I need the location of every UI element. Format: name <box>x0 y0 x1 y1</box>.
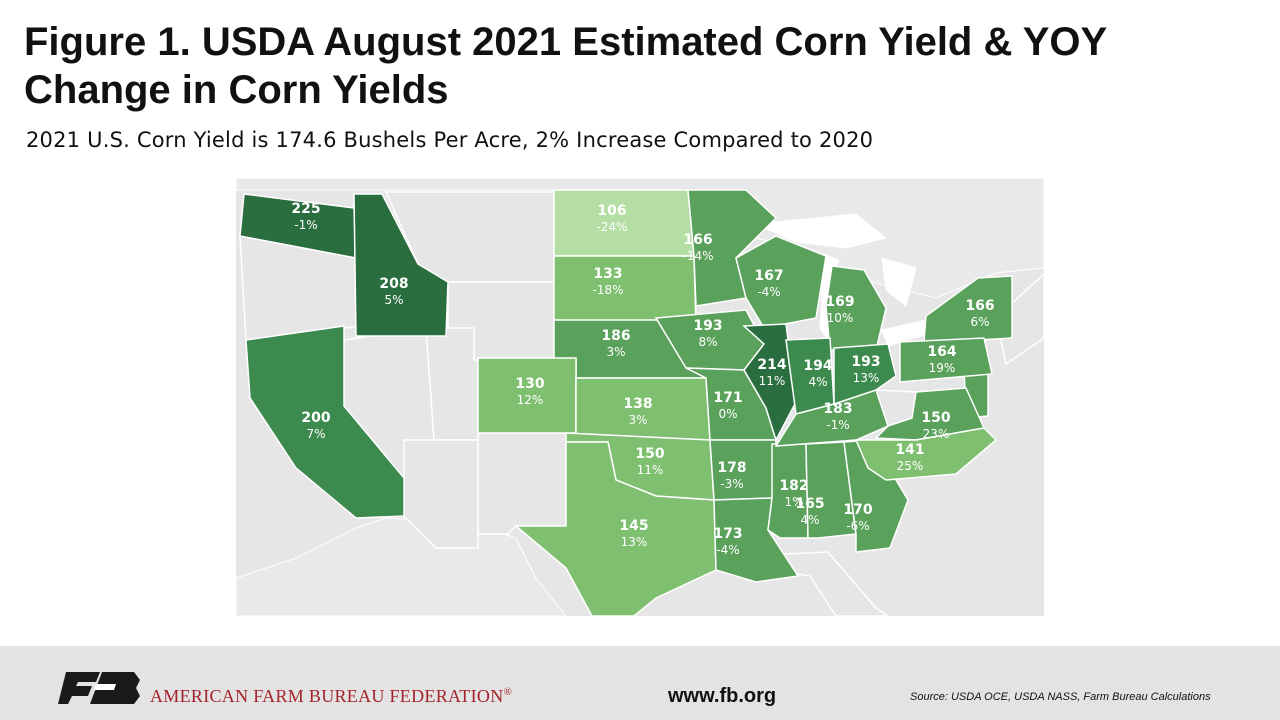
state-change-IN: 4% <box>808 375 827 389</box>
state-yield-ND: 106 <box>597 203 626 219</box>
state-yield-KS: 138 <box>623 396 652 412</box>
corn-yield-map: 225 -1% 208 5% 200 7% 106 -24% 133 -18% 186 3% 130 12… <box>236 178 1044 616</box>
state-ID <box>353 193 449 337</box>
state-change-VA: 23% <box>923 427 950 441</box>
state-yield-OH: 193 <box>851 354 880 370</box>
state-yield-TX: 145 <box>619 518 648 534</box>
state-yield-MO: 171 <box>713 390 742 406</box>
state-change-MS: 1% <box>784 495 803 509</box>
state-WI <box>735 235 827 329</box>
state-yield-LA: 173 <box>713 526 742 542</box>
state-yield-MN: 166 <box>683 232 712 248</box>
state-change-LA: -4% <box>716 543 739 557</box>
state-shapes <box>239 189 1013 616</box>
state-yield-WI: 167 <box>754 268 783 284</box>
state-yield-WA: 225 <box>291 201 320 217</box>
state-yield-SD: 133 <box>593 266 622 282</box>
state-yield-GA: 170 <box>843 502 872 518</box>
state-PA <box>899 337 993 383</box>
state-yield-KY: 183 <box>823 401 852 417</box>
website-link[interactable]: www.fb.org <box>668 685 777 707</box>
mexico-landmass <box>236 517 567 616</box>
state-yield-IA: 193 <box>693 318 722 334</box>
state-change-MO: 0% <box>718 407 737 421</box>
state-yield-IN: 194 <box>803 358 832 374</box>
state-yield-IL: 214 <box>757 357 786 373</box>
state-NM <box>477 432 567 535</box>
state-FL <box>705 551 890 616</box>
state-change-MI: 10% <box>827 311 854 325</box>
state-change-OH: 13% <box>853 371 880 385</box>
state-change-NY: 6% <box>970 315 989 329</box>
state-SD <box>553 255 697 327</box>
state-yield-NE: 186 <box>601 328 630 344</box>
state-change-CO: 12% <box>517 393 544 407</box>
state-change-NE: 3% <box>606 345 625 359</box>
state-change-MN: -14% <box>682 249 713 263</box>
state-VA <box>874 387 986 441</box>
page-subtitle: 2021 U.S. Corn Yield is 174.6 Bushels Pe… <box>26 128 874 152</box>
state-yield-MS: 182 <box>779 478 808 494</box>
state-IL <box>742 323 797 442</box>
state-OH <box>833 343 897 406</box>
state-yield-MI: 169 <box>825 294 854 310</box>
state-yield-AR: 178 <box>717 460 746 476</box>
state-change-TX: 13% <box>621 535 648 549</box>
state-AL <box>805 441 857 539</box>
state-TX <box>513 441 717 616</box>
state-change-ND: -24% <box>596 220 627 234</box>
state-change-ID: 5% <box>384 293 403 307</box>
state-NewEngland <box>995 272 1044 366</box>
state-yield-CO: 130 <box>515 376 544 392</box>
state-yield-AL: 165 <box>795 496 824 512</box>
state-yield-CA: 200 <box>301 410 330 426</box>
state-yield-OK: 150 <box>635 446 664 462</box>
state-yield-VA: 150 <box>921 410 950 426</box>
state-change-NC: 25% <box>897 459 924 473</box>
state-change-IL: 11% <box>759 374 786 388</box>
state-change-AL: 4% <box>800 513 819 527</box>
state-CA <box>245 325 405 519</box>
state-change-KY: -1% <box>826 418 849 432</box>
state-yield-ID: 208 <box>379 276 408 292</box>
state-change-KS: 3% <box>628 413 647 427</box>
source-note: Source: USDA OCE, USDA NASS, Farm Bureau… <box>910 691 1211 703</box>
state-yield-PA: 164 <box>927 344 956 360</box>
state-change-AR: -3% <box>720 477 743 491</box>
organization-name: AMERICAN FARM BUREAU FEDERATION® <box>150 686 512 707</box>
state-change-GA: -6% <box>846 519 869 533</box>
state-yield-NY: 166 <box>965 298 994 314</box>
state-yield-NC: 141 <box>895 442 924 458</box>
organization-name-text: AMERICAN FARM BUREAU FEDERATION <box>150 686 504 706</box>
state-NC <box>854 427 998 481</box>
state-change-WI: -4% <box>757 285 780 299</box>
state-change-WA: -1% <box>294 218 317 232</box>
state-change-SD: -18% <box>592 283 623 297</box>
footer-bar: AMERICAN FARM BUREAU FEDERATION® www.fb.… <box>0 646 1280 720</box>
registered-mark: ® <box>503 686 513 698</box>
state-change-PA: 19% <box>929 361 956 375</box>
state-change-OK: 11% <box>637 463 664 477</box>
page-title: Figure 1. USDA August 2021 Estimated Cor… <box>24 20 1107 112</box>
state-change-CA: 7% <box>306 427 325 441</box>
farm-bureau-logo <box>58 672 140 704</box>
us-states-map: 225-1%2085%2007%106-24%133-18%1863%13012… <box>236 178 1044 616</box>
state-change-IA: 8% <box>698 335 717 349</box>
state-labels: 225-1%2085%2007%106-24%133-18%1863%13012… <box>291 201 994 557</box>
